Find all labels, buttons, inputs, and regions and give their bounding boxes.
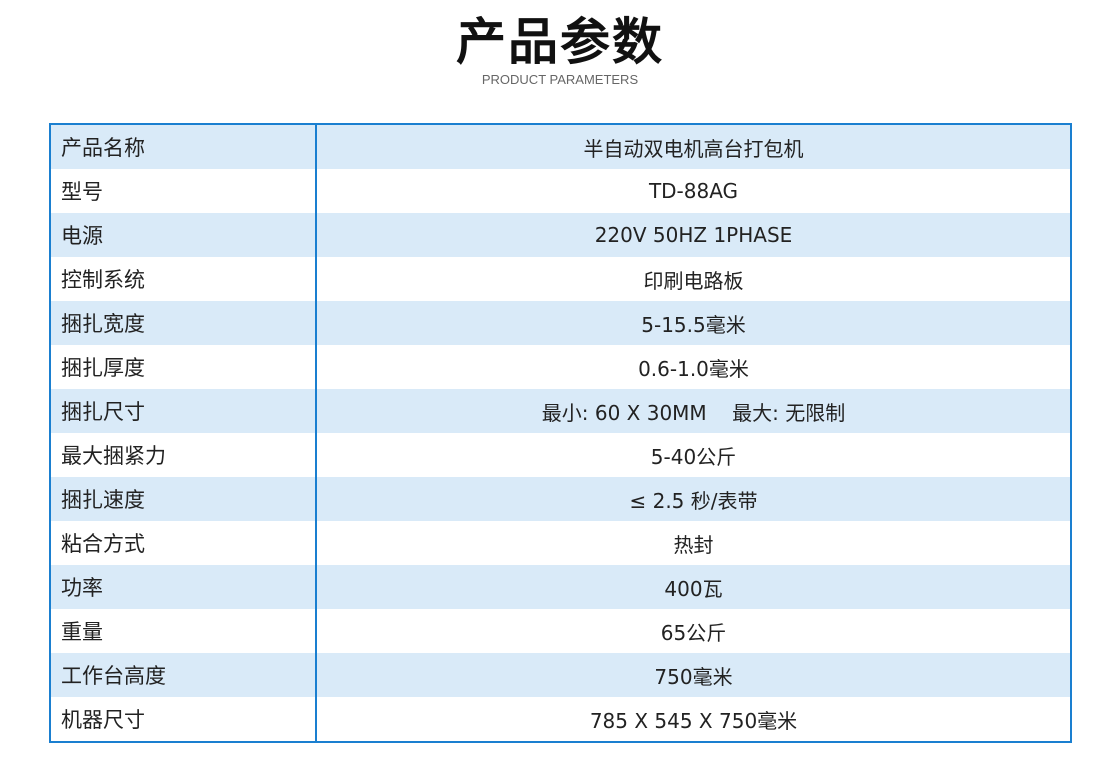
param-value: 0.6-1.0毫米 — [638, 356, 749, 381]
param-label: 功率 — [61, 576, 103, 600]
param-label: 型号 — [61, 180, 103, 204]
param-label: 粘合方式 — [61, 532, 145, 556]
parameters-table: 产品名称 半自动双电机高台打包机型号 TD-88AG 电源 220V 50HZ 1PHA… — [49, 123, 1072, 743]
param-label: 电源 — [61, 224, 103, 248]
param-value: 400瓦 — [664, 576, 723, 601]
param-value: 785 X 545 X 750毫米 — [589, 708, 798, 733]
param-value: 最小: 60 X 30MM 最大: 无限制 — [541, 400, 846, 425]
table-row: 工作台高度 750毫米 — [51, 653, 1070, 697]
param-value: 65公斤 — [660, 620, 727, 645]
table-row: 捆扎速度 ≤ 2.5 秒/表带 — [51, 477, 1070, 521]
param-label: 重量 — [61, 620, 103, 644]
page-subtitle: PRODUCT PARAMETERS — [481, 72, 639, 87]
table-row: 重量 65公斤 — [51, 609, 1070, 653]
param-value: 5-15.5毫米 — [641, 312, 746, 337]
table-row: 捆扎厚度 0.6-1.0毫米 — [51, 345, 1070, 389]
table-row: 最大捆紧力 5-40公斤 — [51, 433, 1070, 477]
page-title: 产品参数 — [456, 13, 664, 71]
param-label: 捆扎宽度 — [61, 312, 145, 336]
table-row: 控制系统 印刷电路板 — [51, 257, 1070, 301]
table-row: 捆扎宽度 5-15.5毫米 — [51, 301, 1070, 345]
param-label: 机器尺寸 — [61, 708, 145, 732]
column-divider — [315, 125, 317, 741]
param-label: 控制系统 — [61, 268, 145, 292]
table-row: 捆扎尺寸 最小: 60 X 30MM 最大: 无限制 — [51, 389, 1070, 433]
param-label: 工作台高度 — [61, 664, 166, 688]
param-label: 捆扎厚度 — [61, 356, 145, 380]
table-row: 产品名称 半自动双电机高台打包机 — [51, 125, 1070, 169]
table-row: 电源 220V 50HZ 1PHASE — [51, 213, 1070, 257]
param-value: 5-40公斤 — [650, 444, 737, 469]
param-label: 产品名称 — [61, 136, 145, 160]
param-label: 捆扎尺寸 — [61, 400, 145, 424]
param-value: TD-88AG — [648, 179, 739, 203]
table-row: 功率 400瓦 — [51, 565, 1070, 609]
param-label: 最大捆紧力 — [61, 444, 166, 468]
table-row: 机器尺寸 785 X 545 X 750毫米 — [51, 697, 1070, 741]
param-value: 热封 — [673, 532, 714, 557]
table-row: 粘合方式 热封 — [51, 521, 1070, 565]
param-value: 750毫米 — [654, 664, 733, 689]
param-value: ≤ 2.5 秒/表带 — [629, 488, 758, 513]
param-value: 印刷电路板 — [643, 268, 744, 293]
table-row: 型号 TD-88AG — [51, 169, 1070, 213]
param-value: 220V 50HZ 1PHASE — [594, 223, 793, 247]
param-value: 半自动双电机高台打包机 — [583, 136, 804, 161]
param-label: 捆扎速度 — [61, 488, 145, 512]
